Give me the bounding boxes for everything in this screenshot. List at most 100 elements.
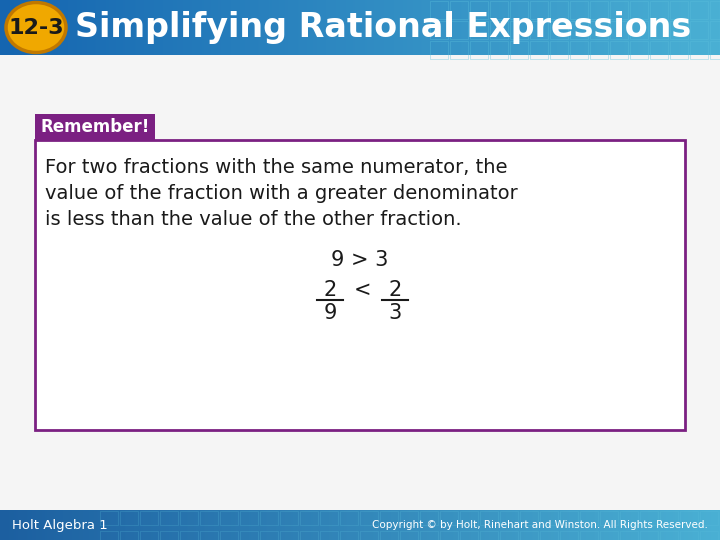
- Bar: [510, 1, 528, 19]
- Bar: [450, 21, 468, 39]
- Bar: [590, 1, 608, 19]
- Text: Copyright © by Holt, Rinehart and Winston. All Rights Reserved.: Copyright © by Holt, Rinehart and Winsto…: [372, 520, 708, 530]
- Text: For two fractions with the same numerator, the: For two fractions with the same numerato…: [45, 158, 508, 177]
- Bar: [420, 511, 438, 525]
- Bar: [160, 511, 178, 525]
- Text: Simplifying Rational Expressions: Simplifying Rational Expressions: [75, 11, 691, 44]
- Bar: [300, 511, 318, 525]
- Bar: [120, 511, 138, 525]
- Text: Remember!: Remember!: [40, 118, 150, 136]
- Bar: [400, 511, 418, 525]
- Bar: [530, 1, 548, 19]
- Bar: [620, 511, 638, 525]
- Bar: [0, 55, 720, 510]
- Bar: [550, 41, 568, 59]
- Bar: [560, 511, 578, 525]
- Bar: [650, 1, 668, 19]
- Ellipse shape: [6, 3, 66, 52]
- Text: value of the fraction with a greater denominator: value of the fraction with a greater den…: [45, 184, 518, 203]
- Bar: [320, 511, 338, 525]
- Text: 3: 3: [388, 303, 402, 323]
- Bar: [710, 21, 720, 39]
- Bar: [530, 41, 548, 59]
- Bar: [520, 511, 538, 525]
- Bar: [220, 511, 238, 525]
- Bar: [440, 531, 458, 540]
- Bar: [35, 140, 685, 430]
- Bar: [590, 21, 608, 39]
- Bar: [530, 21, 548, 39]
- Text: <: <: [354, 280, 372, 300]
- Bar: [100, 511, 118, 525]
- Bar: [360, 531, 378, 540]
- Bar: [380, 511, 398, 525]
- Bar: [140, 511, 158, 525]
- Bar: [550, 1, 568, 19]
- Bar: [470, 1, 488, 19]
- Bar: [160, 531, 178, 540]
- Bar: [180, 511, 198, 525]
- Bar: [470, 21, 488, 39]
- Bar: [340, 511, 358, 525]
- Bar: [430, 1, 448, 19]
- Text: 2: 2: [388, 280, 402, 300]
- Bar: [670, 1, 688, 19]
- Bar: [400, 531, 418, 540]
- Text: 9 > 3: 9 > 3: [331, 250, 389, 270]
- Bar: [420, 531, 438, 540]
- Bar: [610, 41, 628, 59]
- Bar: [610, 21, 628, 39]
- Bar: [440, 511, 458, 525]
- Bar: [280, 511, 298, 525]
- Bar: [260, 511, 278, 525]
- Bar: [480, 511, 498, 525]
- Bar: [490, 1, 508, 19]
- Bar: [640, 511, 658, 525]
- Bar: [220, 531, 238, 540]
- Bar: [35, 114, 155, 140]
- Bar: [360, 511, 378, 525]
- Bar: [35, 140, 685, 430]
- Bar: [460, 531, 478, 540]
- Bar: [700, 511, 718, 525]
- Bar: [500, 511, 518, 525]
- Bar: [670, 41, 688, 59]
- Bar: [560, 531, 578, 540]
- Bar: [680, 531, 698, 540]
- Bar: [610, 1, 628, 19]
- Bar: [550, 21, 568, 39]
- Text: is less than the value of the other fraction.: is less than the value of the other frac…: [45, 210, 462, 229]
- Bar: [240, 511, 258, 525]
- Bar: [430, 21, 448, 39]
- Bar: [630, 1, 648, 19]
- Bar: [630, 41, 648, 59]
- Bar: [580, 531, 598, 540]
- Bar: [540, 531, 558, 540]
- Bar: [690, 1, 708, 19]
- Bar: [340, 531, 358, 540]
- Bar: [490, 21, 508, 39]
- Bar: [460, 511, 478, 525]
- Bar: [660, 511, 678, 525]
- Bar: [510, 41, 528, 59]
- Bar: [570, 1, 588, 19]
- Bar: [570, 41, 588, 59]
- Bar: [650, 41, 668, 59]
- Bar: [510, 21, 528, 39]
- Bar: [280, 531, 298, 540]
- Bar: [640, 531, 658, 540]
- Bar: [660, 531, 678, 540]
- Bar: [700, 531, 718, 540]
- Bar: [600, 531, 618, 540]
- Bar: [600, 511, 618, 525]
- Bar: [710, 1, 720, 19]
- Bar: [470, 41, 488, 59]
- Bar: [520, 531, 538, 540]
- Bar: [620, 531, 638, 540]
- Bar: [300, 531, 318, 540]
- Bar: [240, 531, 258, 540]
- Bar: [450, 1, 468, 19]
- Bar: [690, 41, 708, 59]
- Bar: [570, 21, 588, 39]
- Bar: [480, 531, 498, 540]
